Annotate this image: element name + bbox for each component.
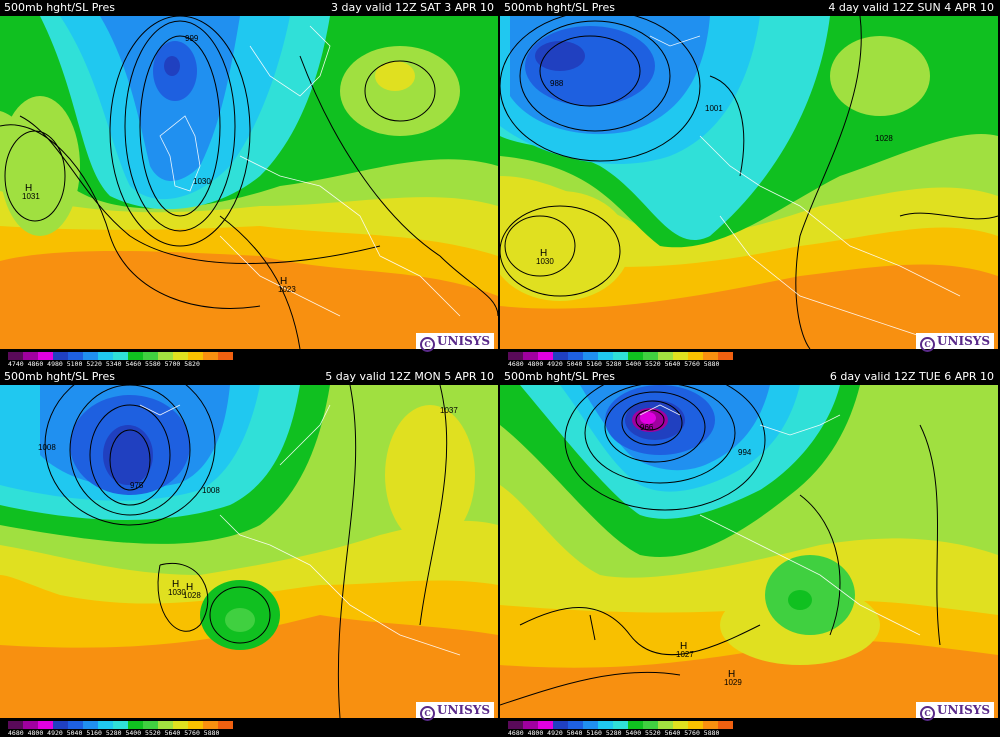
svg-text:1031: 1031 bbox=[22, 192, 40, 201]
color-scale-values: 4680 4800 4920 5040 5160 5280 5400 5520 … bbox=[508, 729, 720, 737]
svg-text:1008: 1008 bbox=[38, 443, 56, 452]
forecast-map: 966 994 H 1027 H 1029 bbox=[500, 385, 998, 718]
svg-text:1008: 1008 bbox=[202, 486, 220, 495]
forecast-panel-day3: 500mb hght/SL Pres 3 day valid 12Z SAT 3… bbox=[0, 0, 498, 368]
svg-text:H: H bbox=[680, 641, 687, 652]
svg-text:966: 966 bbox=[640, 423, 654, 432]
color-scale-values: 4740 4860 4980 5100 5220 5340 5460 5580 … bbox=[8, 360, 200, 368]
color-scale bbox=[508, 721, 733, 729]
panel-title: 500mb hght/SL Pres bbox=[504, 370, 615, 383]
unisys-logo: C UNISYS bbox=[916, 702, 994, 721]
panel-valid-time: 4 day valid 12Z SUN 4 APR 10 bbox=[828, 1, 994, 14]
svg-text:1023: 1023 bbox=[278, 285, 296, 294]
svg-text:1028: 1028 bbox=[875, 134, 893, 143]
forecast-panel-day5: 500mb hght/SL Pres 5 day valid 12Z MON 5… bbox=[0, 369, 498, 737]
svg-text:1030: 1030 bbox=[536, 257, 554, 266]
unisys-logo: C UNISYS bbox=[416, 702, 494, 721]
panel-header: 500mb hght/SL Pres 3 day valid 12Z SAT 3… bbox=[0, 0, 498, 16]
color-scale-values: 4680 4800 4920 5040 5160 5280 5400 5520 … bbox=[8, 729, 220, 737]
svg-text:994: 994 bbox=[738, 448, 752, 457]
unisys-logo: C UNISYS bbox=[916, 333, 994, 352]
panel-header: 500mb hght/SL Pres 6 day valid 12Z TUE 6… bbox=[500, 369, 998, 385]
color-scale bbox=[8, 352, 233, 360]
panel-valid-time: 6 day valid 12Z TUE 6 APR 10 bbox=[829, 370, 994, 383]
unisys-logo: C UNISYS bbox=[416, 333, 494, 352]
panel-title: 500mb hght/SL Pres bbox=[504, 1, 615, 14]
svg-text:1037: 1037 bbox=[440, 406, 458, 415]
svg-text:H: H bbox=[540, 248, 547, 259]
color-scale bbox=[508, 352, 733, 360]
svg-text:1028: 1028 bbox=[183, 591, 201, 600]
svg-text:1027: 1027 bbox=[676, 650, 694, 659]
color-scale bbox=[8, 721, 233, 729]
color-scale-values: 4680 4800 4920 5040 5160 5280 5400 5520 … bbox=[508, 360, 720, 368]
svg-text:1029: 1029 bbox=[724, 678, 742, 687]
panel-header: 500mb hght/SL Pres 4 day valid 12Z SUN 4… bbox=[500, 0, 998, 16]
forecast-map: H 1031 999 1030 H 1023 bbox=[0, 16, 498, 349]
forecast-map: 1008 975 1008 1037 H 1030 H 1028 bbox=[0, 385, 498, 718]
svg-text:1030: 1030 bbox=[168, 588, 186, 597]
svg-text:1001: 1001 bbox=[705, 104, 723, 113]
forecast-map: 988 1001 1028 H 1030 bbox=[500, 16, 998, 349]
panel-valid-time: 3 day valid 12Z SAT 3 APR 10 bbox=[331, 1, 494, 14]
svg-text:999: 999 bbox=[185, 34, 199, 43]
svg-text:H: H bbox=[280, 276, 287, 287]
svg-text:H: H bbox=[728, 669, 735, 680]
svg-text:975: 975 bbox=[130, 481, 144, 490]
panel-title: 500mb hght/SL Pres bbox=[4, 370, 115, 383]
panel-valid-time: 5 day valid 12Z MON 5 APR 10 bbox=[325, 370, 494, 383]
svg-text:H: H bbox=[25, 183, 32, 194]
panel-title: 500mb hght/SL Pres bbox=[4, 1, 115, 14]
svg-text:H: H bbox=[186, 582, 193, 593]
svg-text:1030: 1030 bbox=[193, 177, 211, 186]
forecast-panel-day4: 500mb hght/SL Pres 4 day valid 12Z SUN 4… bbox=[500, 0, 998, 368]
panel-header: 500mb hght/SL Pres 5 day valid 12Z MON 5… bbox=[0, 369, 498, 385]
forecast-panel-day6: 500mb hght/SL Pres 6 day valid 12Z TUE 6… bbox=[500, 369, 998, 737]
svg-text:988: 988 bbox=[550, 79, 564, 88]
svg-text:H: H bbox=[172, 579, 179, 590]
